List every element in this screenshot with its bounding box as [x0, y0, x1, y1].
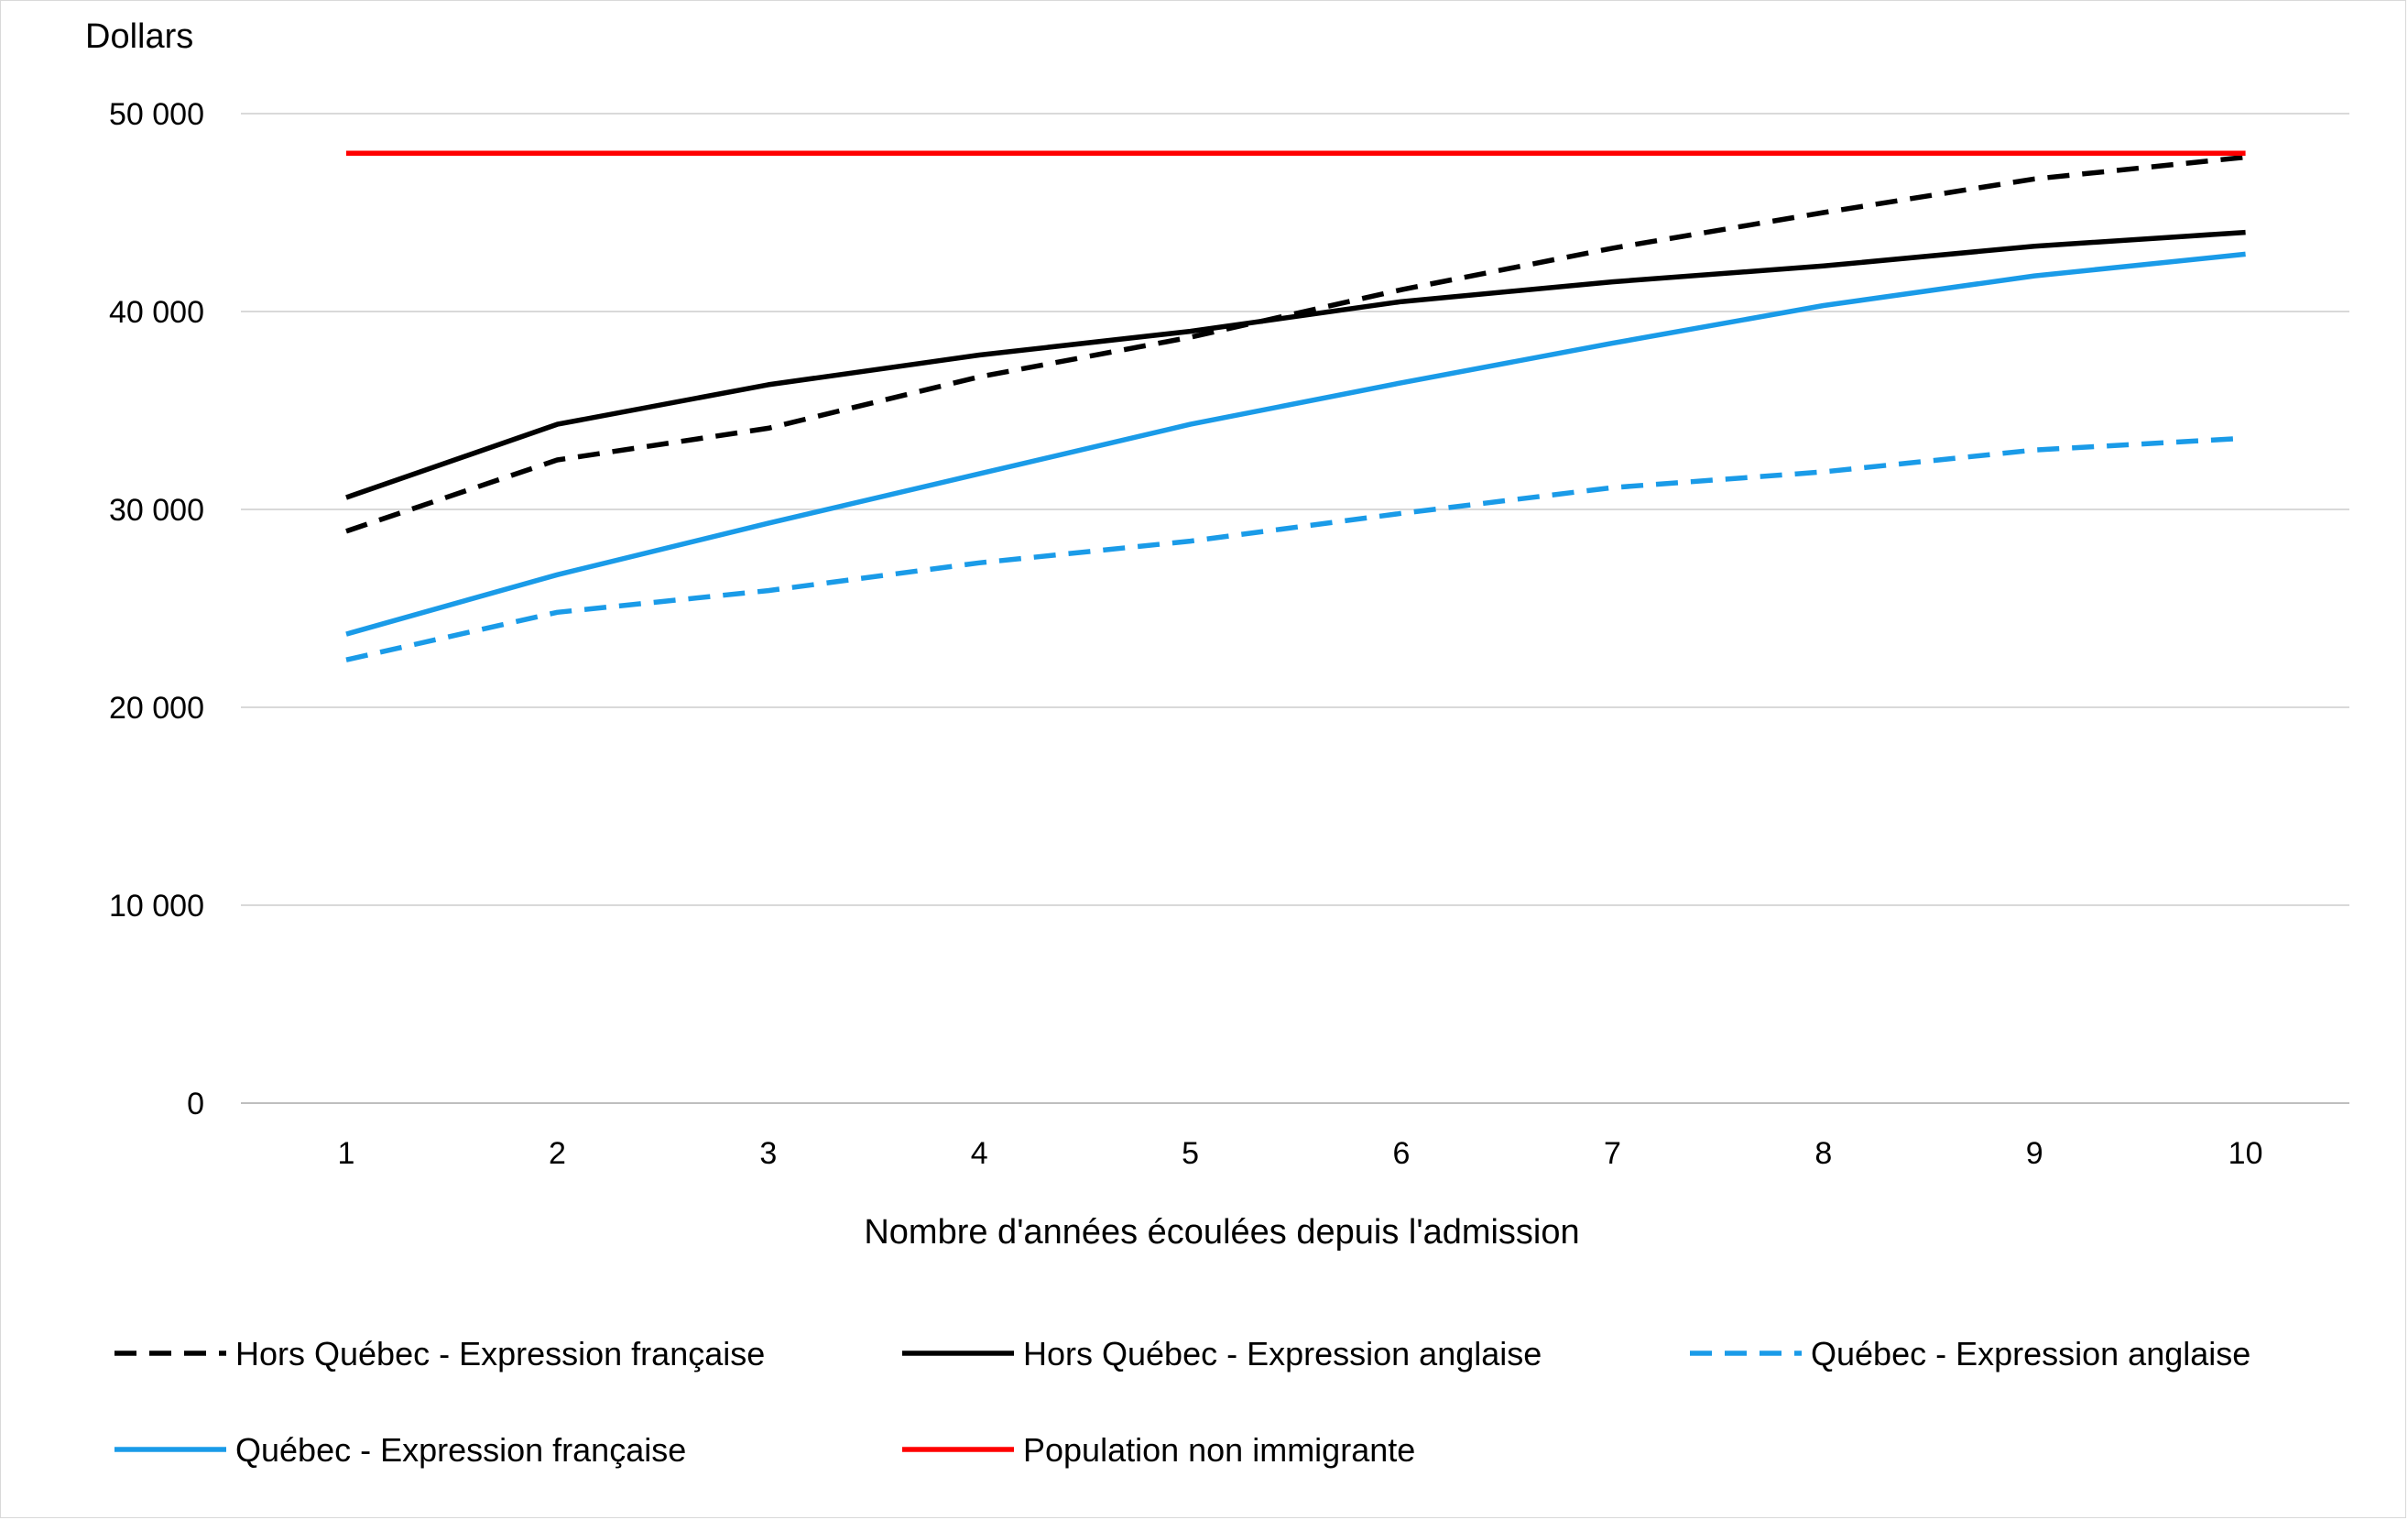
x-tick-label: 4 [971, 1136, 988, 1171]
legend-label: Population non immigrante [1023, 1431, 1415, 1469]
series-line-1 [345, 154, 2246, 534]
y-tick-label: 50 000 [109, 97, 204, 132]
legend-label: Québec - Expression française [235, 1431, 686, 1469]
y-axis-title: Dollars [85, 17, 193, 56]
legend-item-1: Hors Québec - Expression française [114, 1335, 765, 1372]
legend-label: Hors Québec - Expression française [235, 1335, 765, 1372]
x-tick-label: 10 [2228, 1136, 2263, 1171]
y-tick-label: 40 000 [109, 295, 204, 330]
y-tick-label: 30 000 [109, 493, 204, 528]
x-tick-label: 3 [759, 1136, 777, 1171]
legend: Hors Québec - Expression française Hors Q… [114, 1335, 2250, 1469]
x-tick-label: 7 [1604, 1136, 1621, 1171]
legend-item-3: Québec - Expression anglaise [1690, 1335, 2250, 1372]
legend-label: Québec - Expression anglaise [1811, 1335, 2250, 1372]
x-tick-label: 8 [1814, 1136, 1832, 1171]
x-tick-labels: 1 2 3 4 5 6 7 8 9 10 [338, 1136, 2263, 1171]
x-axis-title: Nombre d'années écoulées depuis l'admiss… [864, 1213, 1579, 1252]
gridlines [241, 113, 2349, 1104]
x-tick-label: 1 [338, 1136, 355, 1171]
x-tick-label: 9 [2026, 1136, 2043, 1171]
legend-label: Hors Québec - Expression anglaise [1023, 1335, 1542, 1372]
y-tick-label: 10 000 [109, 889, 204, 924]
series-line-2 [345, 229, 2246, 500]
x-tick-label: 5 [1182, 1136, 1199, 1171]
x-tick-label: 2 [549, 1136, 566, 1171]
series-line-4 [345, 251, 2246, 637]
y-tick-labels: 0 10 000 20 000 30 000 40 000 50 000 [109, 97, 204, 1121]
series-line-3 [345, 435, 2246, 662]
series-lines [345, 150, 2246, 662]
legend-item-5: Population non immigrante [902, 1431, 1415, 1469]
x-tick-label: 6 [1393, 1136, 1411, 1171]
legend-item-4: Québec - Expression française [114, 1431, 686, 1469]
y-tick-label: 0 [187, 1087, 204, 1121]
legend-item-2: Hors Québec - Expression anglaise [902, 1335, 1542, 1372]
y-tick-label: 20 000 [109, 691, 204, 726]
